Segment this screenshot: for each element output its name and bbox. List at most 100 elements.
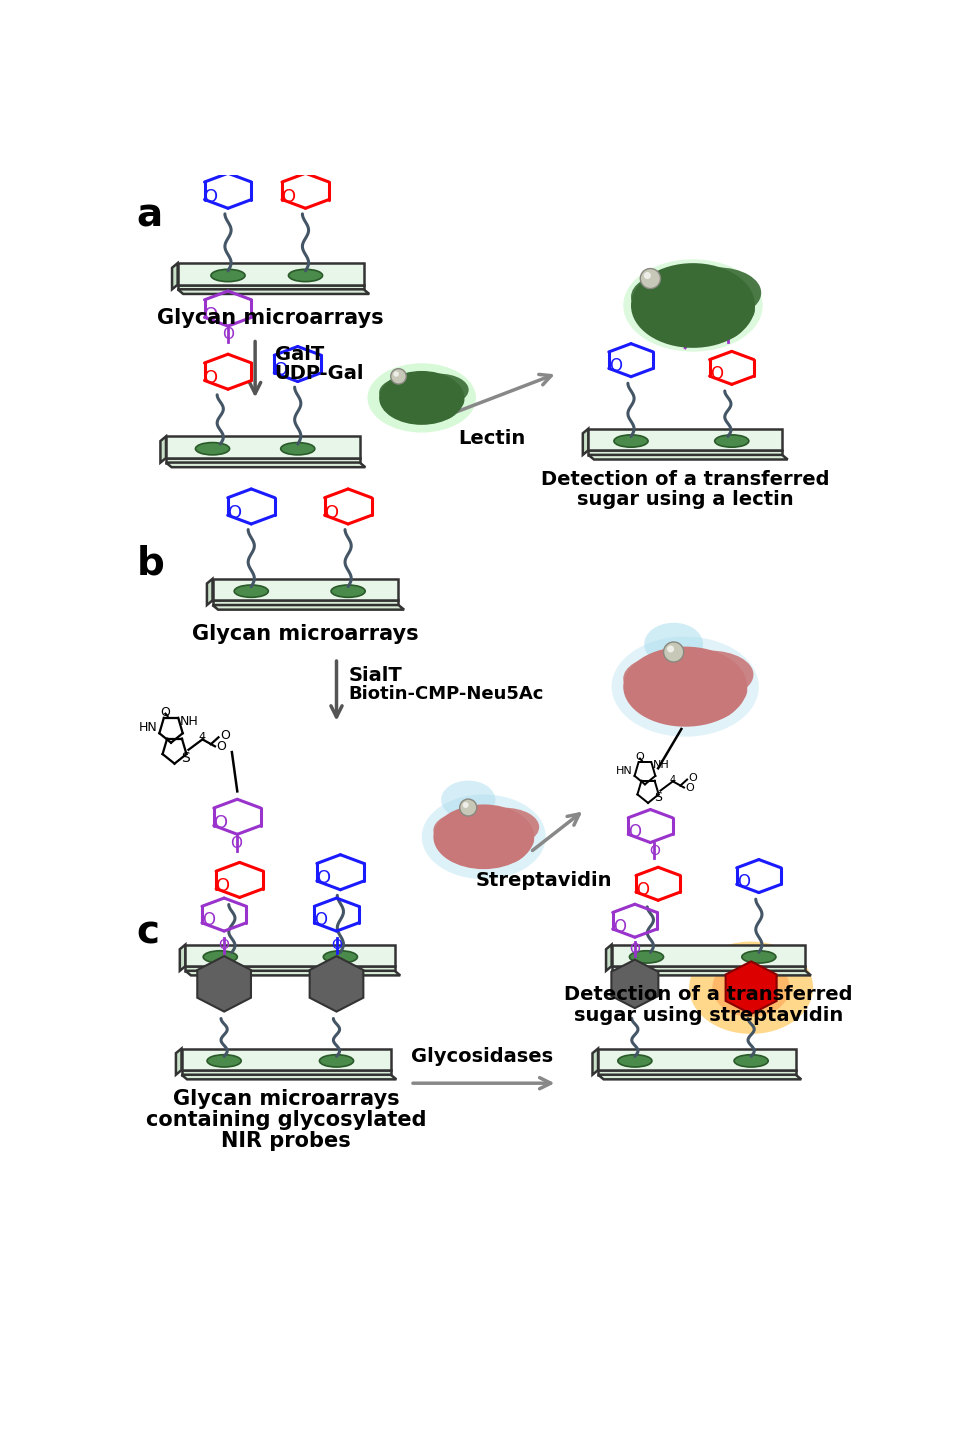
Polygon shape — [598, 1075, 801, 1080]
Text: Glycan microarrays: Glycan microarrays — [158, 308, 384, 327]
Ellipse shape — [385, 393, 432, 419]
Text: c: c — [137, 914, 160, 952]
Ellipse shape — [464, 809, 514, 832]
Ellipse shape — [666, 650, 753, 698]
Ellipse shape — [439, 825, 479, 850]
FancyBboxPatch shape — [185, 944, 395, 966]
Text: O: O — [219, 938, 229, 953]
Text: 4: 4 — [199, 732, 206, 742]
Ellipse shape — [623, 259, 763, 352]
Text: O: O — [205, 188, 219, 207]
Text: O: O — [331, 938, 342, 953]
Polygon shape — [583, 429, 588, 455]
Polygon shape — [185, 966, 395, 970]
Text: O: O — [216, 877, 230, 895]
Text: NH: NH — [181, 714, 199, 728]
Text: SialT: SialT — [348, 665, 402, 685]
FancyBboxPatch shape — [588, 429, 782, 450]
Polygon shape — [588, 450, 782, 455]
Text: O: O — [702, 307, 715, 324]
Text: O: O — [609, 356, 622, 375]
Ellipse shape — [380, 371, 465, 425]
Polygon shape — [212, 605, 404, 610]
Polygon shape — [606, 944, 612, 970]
Ellipse shape — [631, 274, 706, 320]
Polygon shape — [166, 463, 365, 467]
Circle shape — [463, 802, 468, 808]
Ellipse shape — [409, 374, 468, 406]
Polygon shape — [612, 966, 805, 970]
Text: sugar using a lectin: sugar using a lectin — [576, 490, 793, 509]
Text: O: O — [649, 844, 660, 857]
Polygon shape — [310, 956, 363, 1011]
Polygon shape — [197, 956, 251, 1011]
Text: S: S — [182, 751, 190, 765]
Ellipse shape — [289, 269, 322, 282]
Text: O: O — [628, 822, 641, 841]
Text: O: O — [205, 370, 219, 387]
Polygon shape — [206, 579, 212, 605]
Text: Biotin-CMP-Neu5Ac: Biotin-CMP-Neu5Ac — [348, 685, 544, 703]
Ellipse shape — [441, 831, 496, 863]
Text: O: O — [216, 739, 227, 752]
Polygon shape — [588, 455, 788, 460]
Circle shape — [667, 646, 674, 652]
Polygon shape — [612, 960, 659, 1008]
Polygon shape — [178, 290, 369, 294]
Ellipse shape — [422, 794, 546, 879]
Ellipse shape — [612, 637, 759, 736]
Ellipse shape — [674, 268, 761, 319]
Text: O: O — [316, 869, 331, 888]
Text: HN: HN — [616, 765, 633, 776]
Polygon shape — [598, 1069, 795, 1075]
Text: HN: HN — [139, 722, 157, 733]
Ellipse shape — [430, 390, 465, 412]
Ellipse shape — [383, 387, 418, 409]
Ellipse shape — [638, 290, 686, 322]
FancyBboxPatch shape — [598, 1049, 795, 1069]
Text: O: O — [315, 911, 328, 930]
Polygon shape — [161, 436, 166, 463]
Ellipse shape — [633, 678, 701, 719]
Ellipse shape — [698, 675, 748, 707]
Ellipse shape — [207, 1055, 241, 1067]
Ellipse shape — [665, 301, 746, 343]
Text: a: a — [137, 196, 163, 234]
Text: Detection of a transferred: Detection of a transferred — [541, 470, 830, 489]
Ellipse shape — [461, 834, 527, 866]
Text: O: O — [229, 837, 242, 851]
Text: NIR probes: NIR probes — [221, 1131, 351, 1151]
Polygon shape — [612, 970, 811, 975]
Ellipse shape — [195, 442, 229, 455]
Ellipse shape — [689, 941, 814, 1035]
Text: b: b — [137, 544, 164, 582]
FancyBboxPatch shape — [212, 579, 399, 601]
Ellipse shape — [658, 682, 738, 723]
Ellipse shape — [629, 950, 663, 963]
Text: O: O — [325, 503, 338, 521]
Ellipse shape — [618, 1055, 652, 1067]
Ellipse shape — [623, 646, 748, 726]
Text: NH: NH — [653, 761, 670, 770]
Text: O: O — [709, 365, 723, 383]
Text: O: O — [688, 773, 697, 783]
Ellipse shape — [742, 950, 776, 963]
Polygon shape — [172, 263, 178, 290]
Ellipse shape — [715, 435, 749, 447]
Text: O: O — [636, 752, 644, 762]
Ellipse shape — [323, 950, 358, 963]
Ellipse shape — [468, 808, 539, 847]
Circle shape — [394, 371, 399, 377]
Ellipse shape — [644, 623, 703, 666]
Ellipse shape — [367, 364, 476, 432]
Text: O: O — [205, 306, 219, 323]
Polygon shape — [166, 458, 359, 463]
Circle shape — [391, 368, 406, 384]
Ellipse shape — [441, 780, 495, 819]
Polygon shape — [178, 285, 363, 290]
Text: O: O — [220, 729, 229, 742]
Polygon shape — [593, 1049, 598, 1075]
Ellipse shape — [433, 812, 494, 848]
Ellipse shape — [706, 292, 755, 327]
Text: O: O — [161, 706, 170, 719]
